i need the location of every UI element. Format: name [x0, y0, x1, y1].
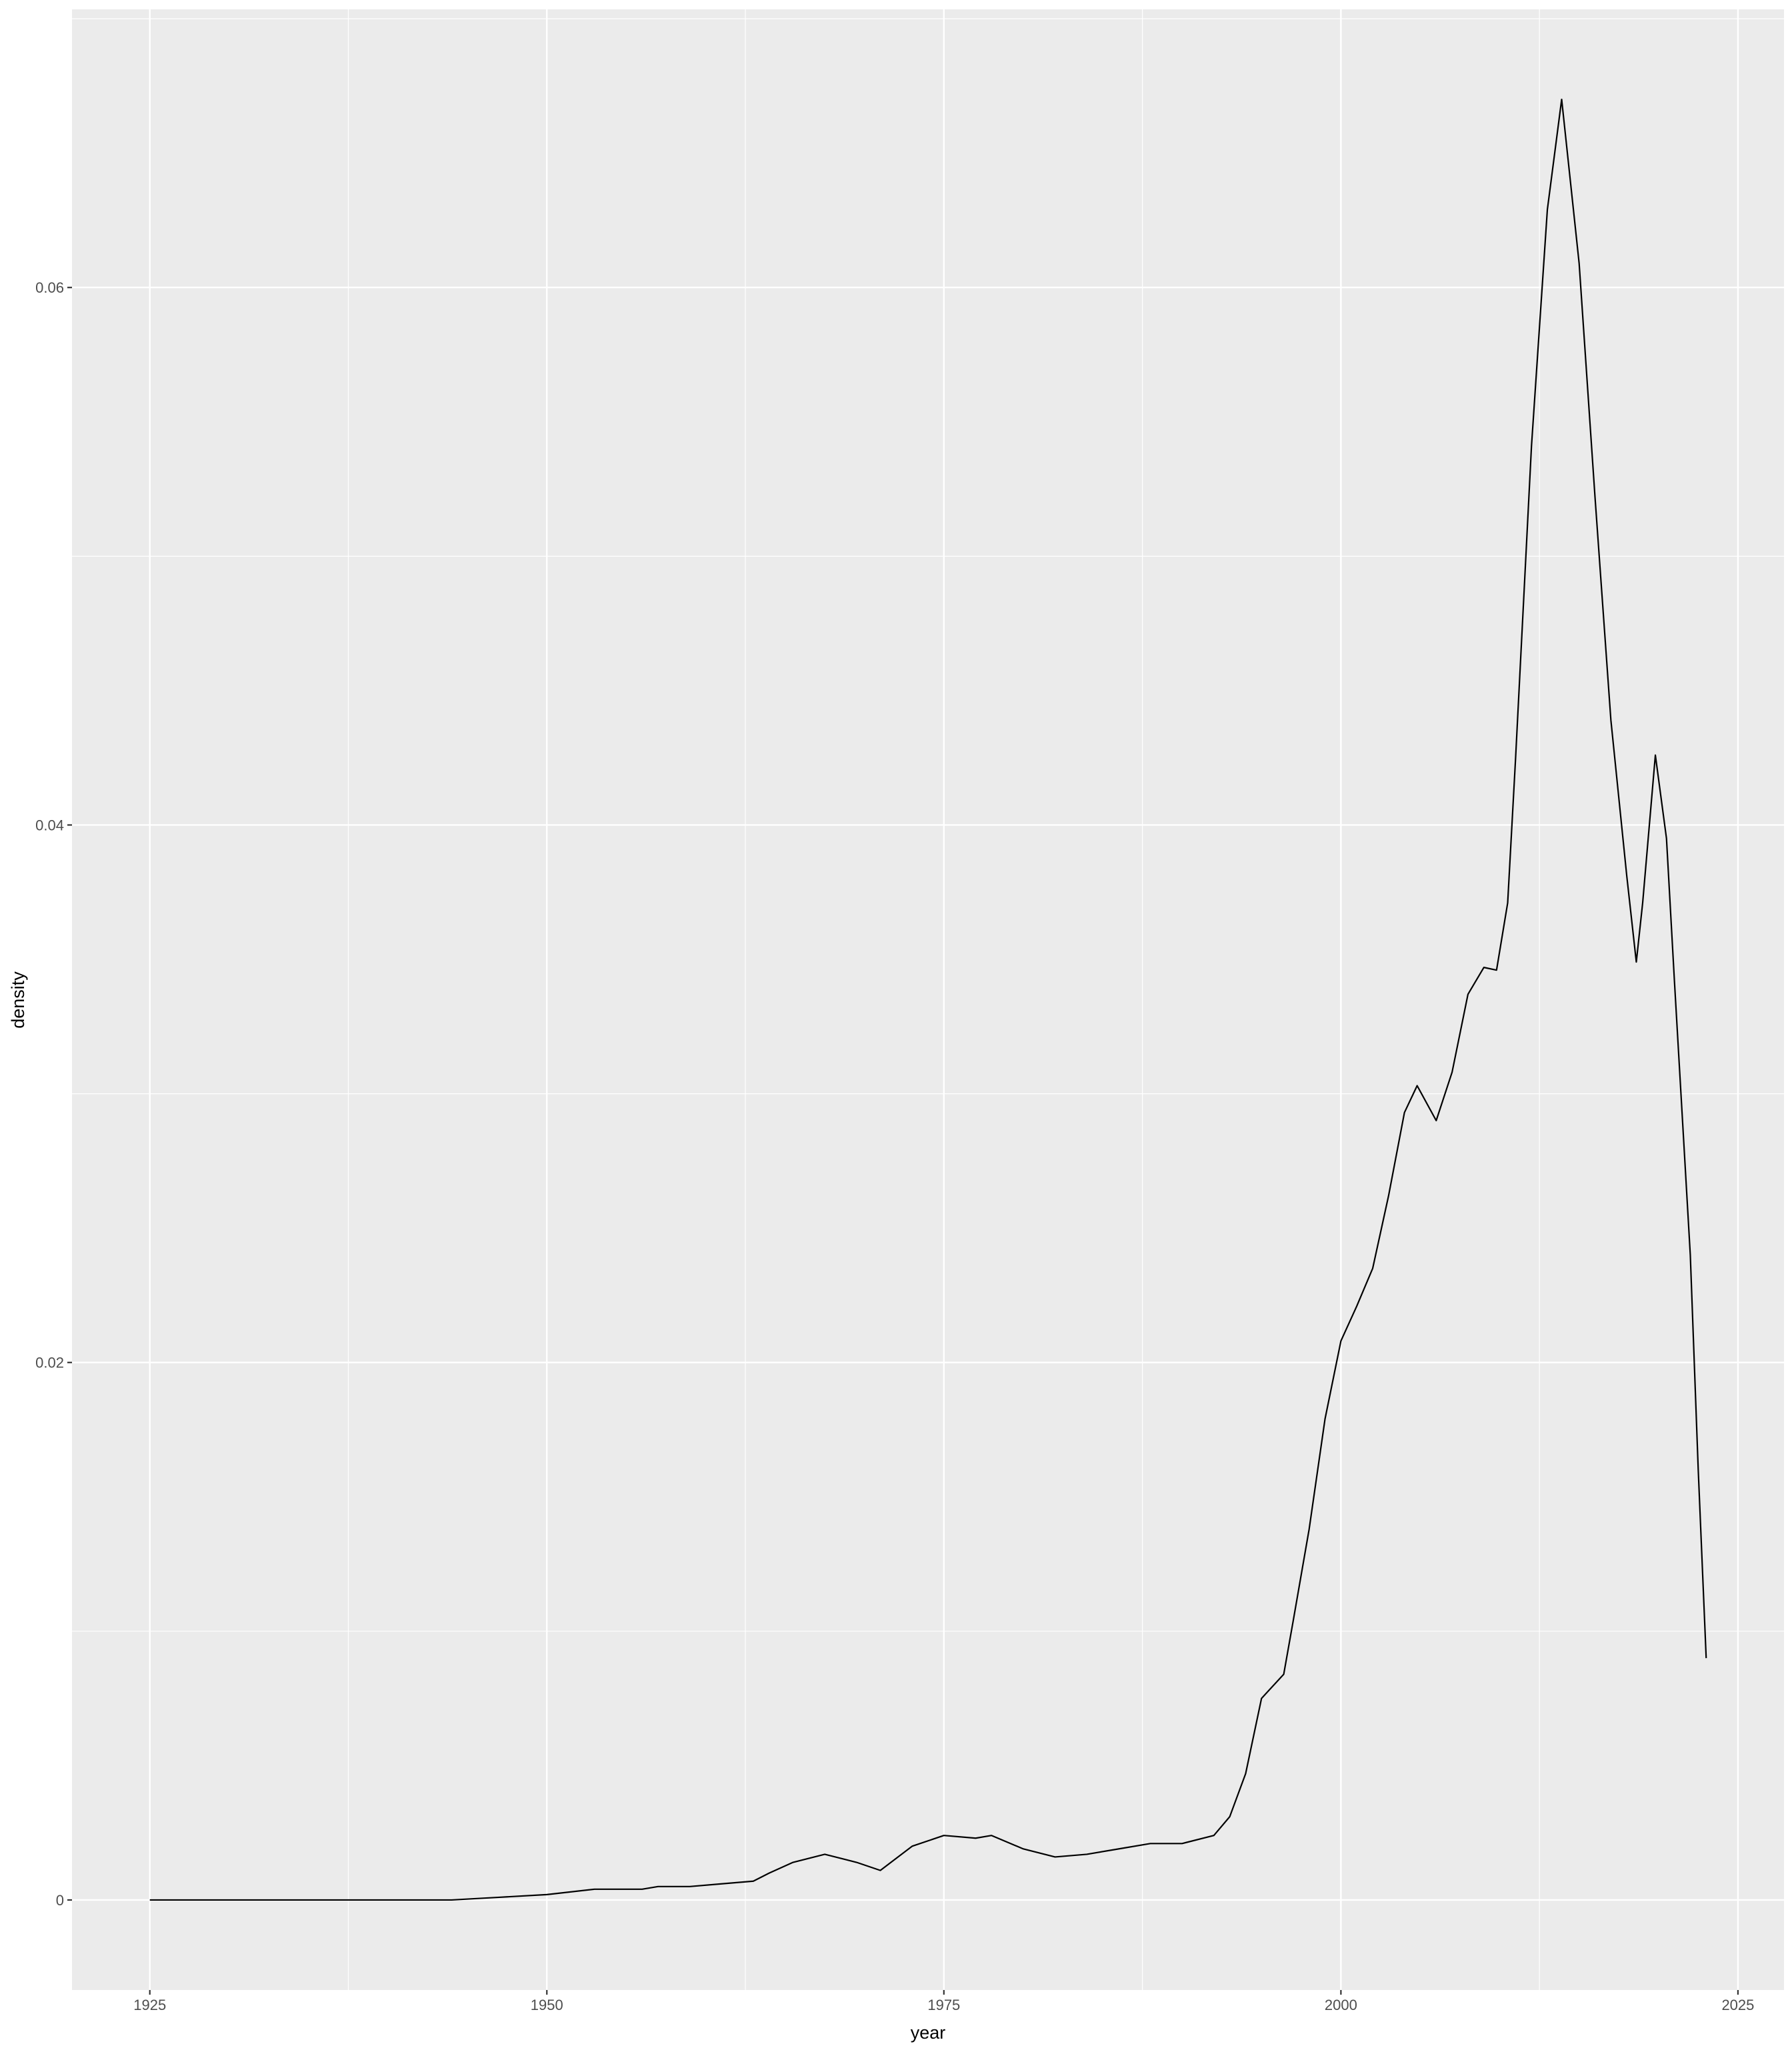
density-line — [149, 98, 1707, 1901]
y-tick-label: 0.06 — [35, 279, 64, 296]
panel — [72, 9, 1784, 1990]
y-tick-label: 0.04 — [35, 817, 64, 833]
x-tick-label: 1950 — [531, 1997, 563, 2013]
y-axis-title: density — [8, 971, 28, 1029]
plot — [149, 98, 1707, 1901]
y-tick-label: 0.02 — [35, 1355, 64, 1371]
x-tick-label: 1975 — [927, 1997, 960, 2013]
y-tick-label: 0 — [56, 1892, 64, 1909]
x-tick-label: 1925 — [133, 1997, 166, 2013]
x-axis-title: year — [911, 2023, 946, 2043]
grid — [72, 9, 1784, 1990]
x-tick-label: 2000 — [1325, 1997, 1357, 2013]
x-tick-label: 2025 — [1721, 1997, 1754, 2013]
